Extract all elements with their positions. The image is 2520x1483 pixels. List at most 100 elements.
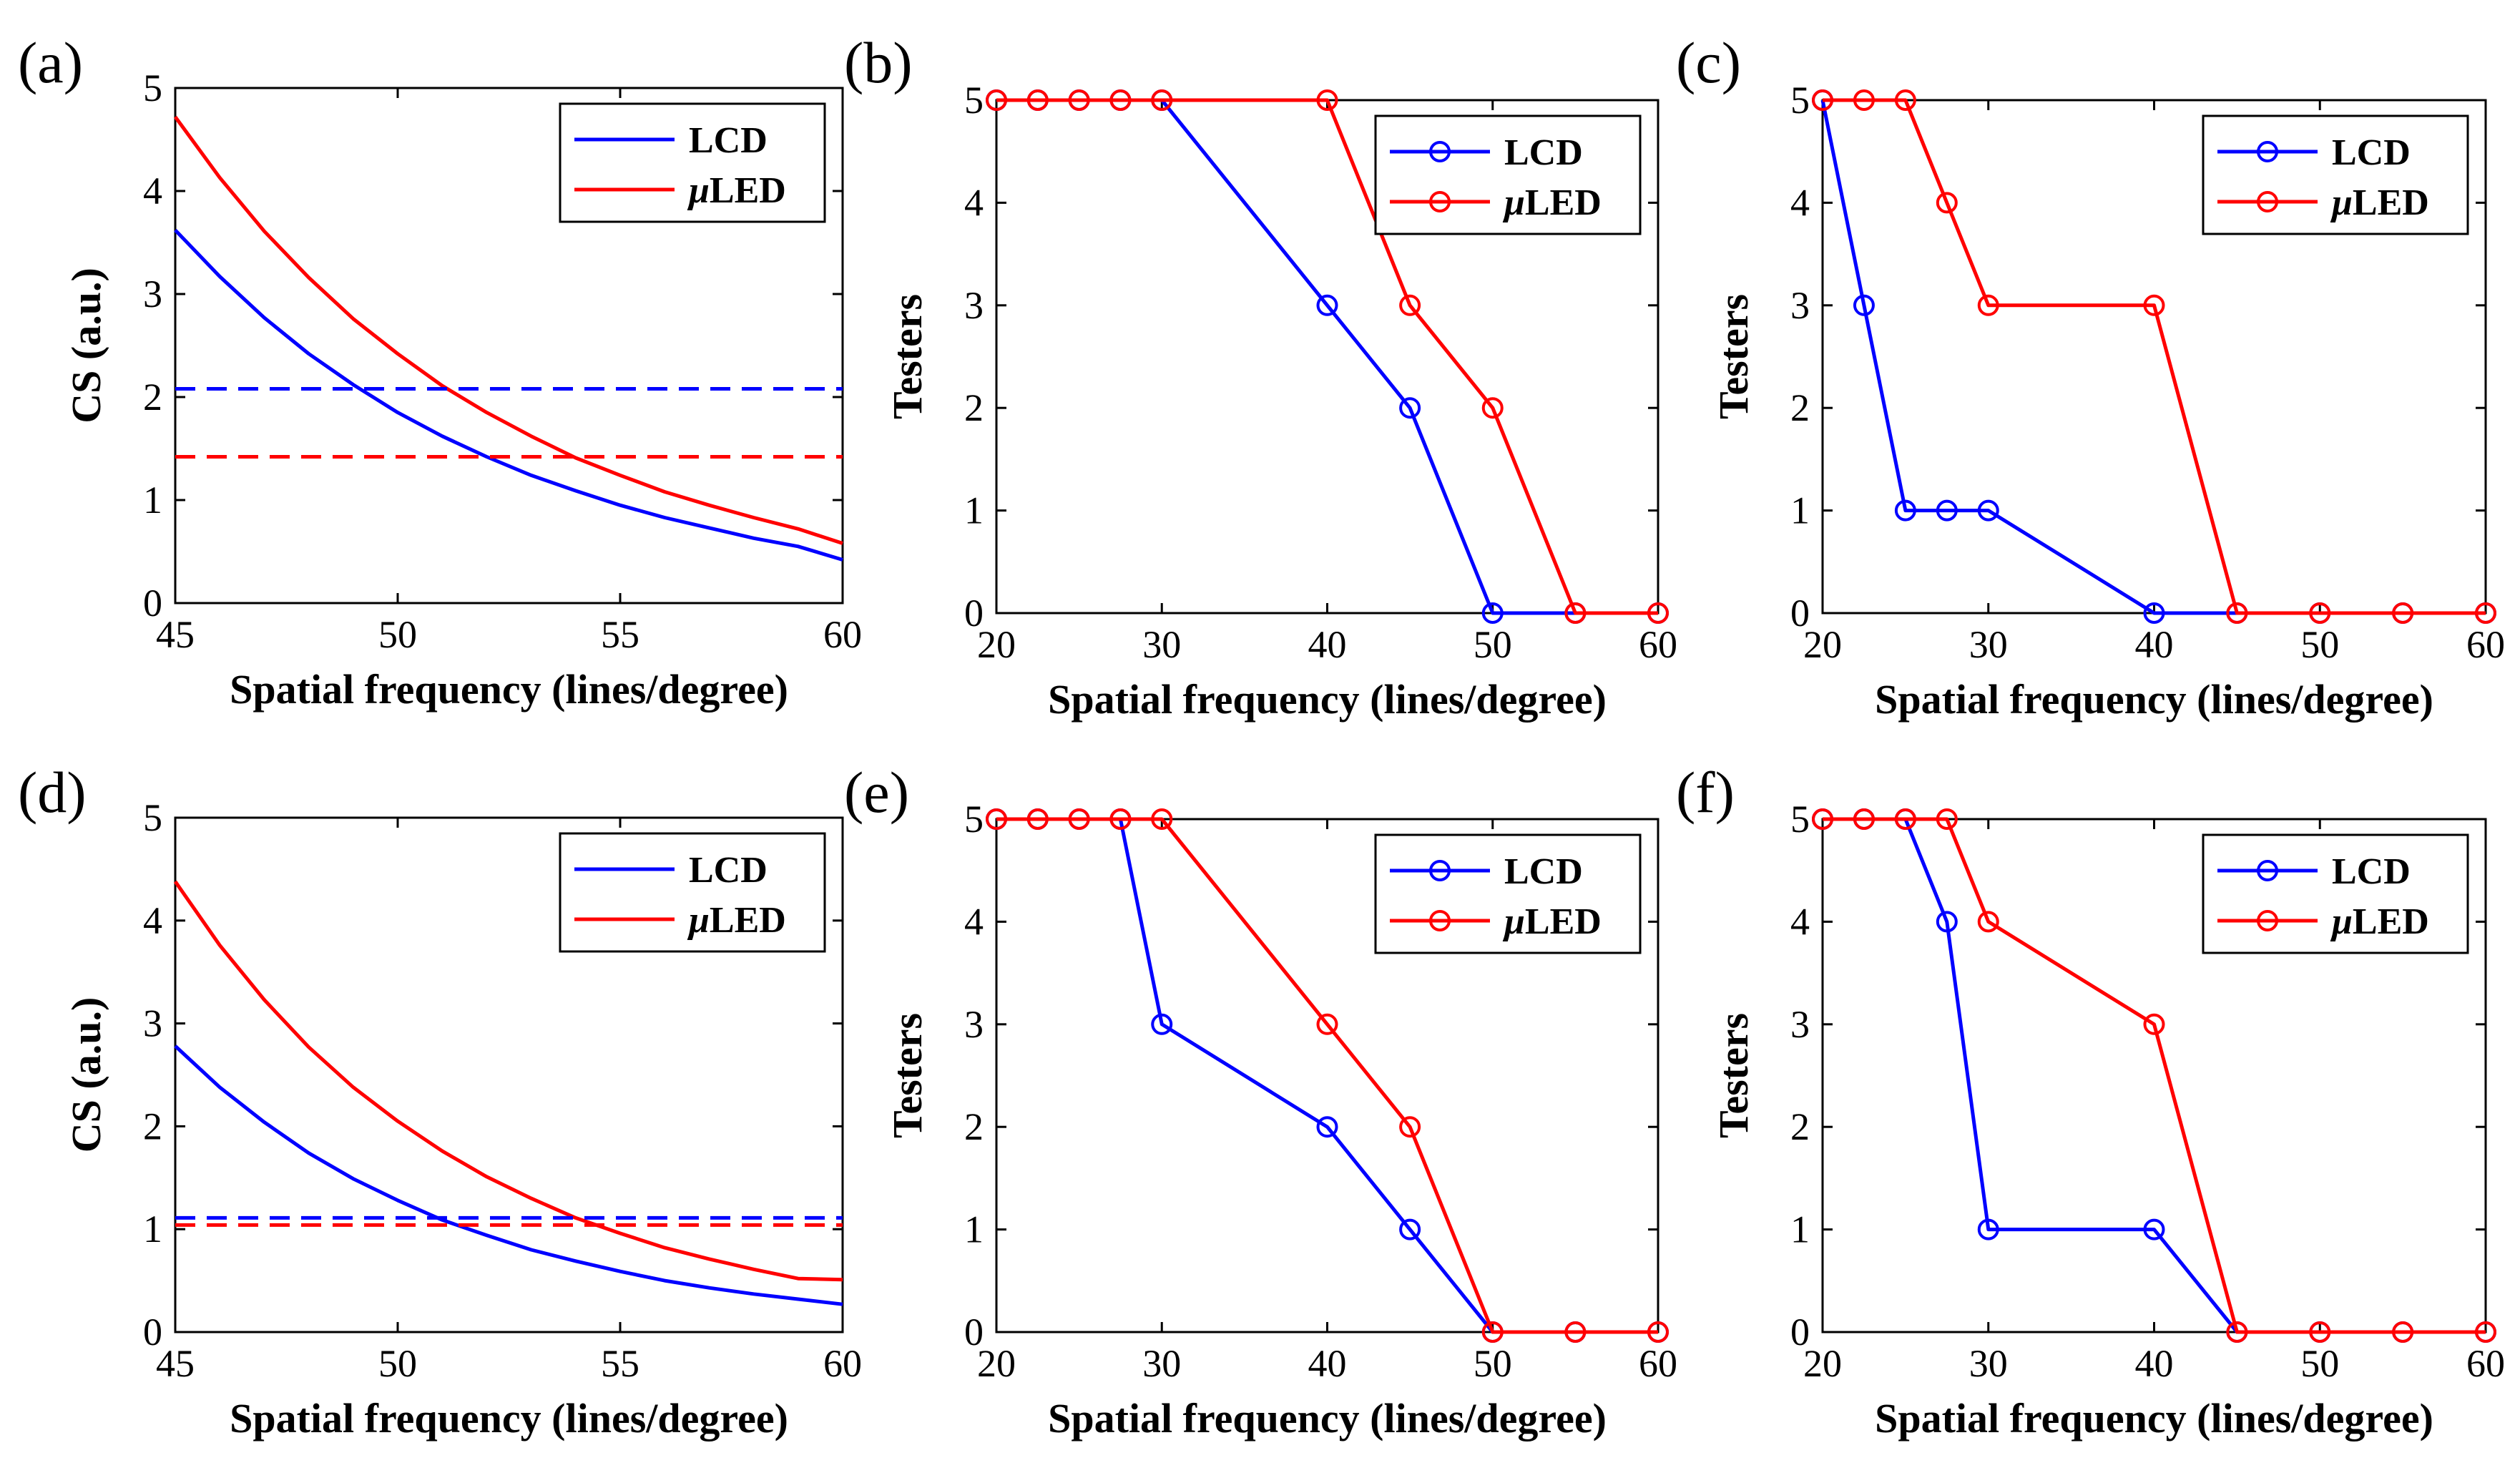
y-tick-label: 5	[964, 798, 984, 841]
data-point	[1481, 1321, 1504, 1343]
data-point	[1068, 89, 1090, 111]
data-point	[1894, 808, 1916, 830]
y-tick-label: 4	[143, 170, 162, 212]
legend-box	[559, 832, 826, 953]
chart-panel-b: (b) 20 30 40 50 60 0 1 2 3 4 5 Spatial frequency (li…	[844, 30, 1677, 723]
y-tick-label: 0	[964, 1311, 984, 1354]
x-tick-label: 60	[1639, 1342, 1677, 1385]
legend-marker	[1429, 860, 1451, 881]
data-point	[1894, 89, 1916, 111]
y-tick-label: 4	[964, 181, 984, 224]
data-point	[1151, 808, 1173, 830]
x-tick-label: 50	[1474, 623, 1512, 666]
x-tick-label: 40	[2135, 623, 2174, 666]
data-point	[1936, 911, 1958, 933]
legend-label: LCD	[2332, 851, 2411, 892]
x-tick-label: 20	[1803, 1342, 1842, 1385]
data-point	[1853, 808, 1875, 830]
data-point	[2475, 602, 2496, 624]
axes-frame	[174, 87, 844, 605]
data-point	[2143, 602, 2165, 624]
y-tick-label: 5	[143, 67, 162, 109]
x-axis-label: Spatial frequency (lines/degree)	[230, 1395, 788, 1442]
x-tick-label: 45	[156, 613, 195, 656]
data-point	[1853, 294, 1875, 316]
series-line-uled	[173, 880, 843, 1282]
legend-label: LCD	[689, 850, 768, 891]
y-tick-label: 2	[1790, 1105, 1810, 1148]
data-point	[1151, 1013, 1173, 1035]
legend-label: μLED	[687, 170, 786, 211]
data-point	[1647, 602, 1669, 624]
x-tick-label: 60	[823, 1342, 862, 1385]
x-tick-label: 50	[2300, 1342, 2339, 1385]
legend-box	[1374, 833, 1642, 954]
y-tick-label: 0	[964, 592, 984, 635]
panel-label-b: (b)	[844, 30, 913, 95]
data-point	[1936, 192, 1958, 214]
y-axis-label: CS (a.u.)	[63, 997, 109, 1153]
chart-panel-e: (e) 20 30 40 50 60 0 1 2 3 4 5 Spatial frequency (li…	[844, 760, 1677, 1442]
legend-label: LCD	[689, 120, 768, 161]
data-point	[1151, 89, 1173, 111]
legend-marker	[2257, 141, 2278, 162]
x-tick-label: 20	[977, 1342, 1016, 1385]
data-point	[1399, 1218, 1421, 1240]
y-tick-label: 1	[1790, 1208, 1810, 1251]
y-axis-label: Testers	[884, 1013, 931, 1138]
data-point	[1481, 397, 1504, 419]
x-tick-label: 45	[156, 1342, 195, 1385]
x-tick-label: 60	[823, 613, 862, 656]
legend: LCD μLED	[559, 832, 826, 953]
y-tick-label: 1	[964, 1208, 984, 1251]
y-axis-label: Testers	[1710, 1013, 1757, 1138]
panel-label-e: (e)	[844, 760, 909, 825]
y-tick-label: 3	[143, 1002, 162, 1045]
x-tick-label: 50	[378, 613, 417, 656]
y-tick-label: 1	[143, 1208, 162, 1250]
panel-label-f: (f)	[1676, 760, 1735, 825]
x-tick-label: 55	[601, 613, 639, 656]
data-point	[986, 808, 1007, 830]
y-tick-label: 0	[143, 1311, 162, 1354]
legend-label: μLED	[2330, 901, 2429, 942]
x-tick-label: 40	[1308, 1342, 1347, 1385]
legend-marker	[1429, 910, 1451, 931]
legend: LCD μLED	[2202, 833, 2469, 954]
x-tick-label: 50	[1474, 1342, 1512, 1385]
data-point	[1564, 602, 1587, 624]
y-tick-label: 0	[1790, 592, 1810, 635]
x-tick-label: 55	[601, 1342, 639, 1385]
y-tick-label: 4	[1790, 900, 1810, 943]
legend-box	[2202, 114, 2469, 235]
legend: LCD μLED	[559, 102, 826, 223]
x-tick-label: 60	[2466, 1342, 2505, 1385]
legend-marker	[1429, 141, 1451, 162]
legend: LCD μLED	[2202, 114, 2469, 235]
y-tick-label: 2	[964, 386, 984, 429]
series-line-uled	[996, 98, 1658, 615]
data-point	[2392, 1321, 2414, 1343]
data-point	[2226, 1321, 2248, 1343]
x-tick-label: 30	[1969, 623, 2008, 666]
y-tick-label: 2	[143, 376, 162, 419]
y-tick-label: 5	[143, 796, 162, 839]
y-tick-label: 1	[1790, 489, 1810, 532]
y-tick-label: 4	[964, 900, 984, 943]
data-point	[2309, 602, 2331, 624]
panel-label-a: (a)	[18, 30, 83, 95]
series-line-uled	[173, 115, 843, 545]
legend-label: μLED	[1502, 901, 1602, 942]
x-tick-label: 50	[2300, 623, 2339, 666]
y-axis-label: Testers	[884, 294, 931, 419]
data-point	[986, 89, 1007, 111]
data-point	[1316, 1116, 1338, 1138]
data-point	[1481, 602, 1504, 624]
y-tick-label: 0	[1790, 1311, 1810, 1354]
legend-label: μLED	[687, 900, 786, 941]
x-tick-label: 60	[2466, 623, 2505, 666]
data-point	[1316, 89, 1338, 111]
x-tick-label: 40	[1308, 623, 1347, 666]
